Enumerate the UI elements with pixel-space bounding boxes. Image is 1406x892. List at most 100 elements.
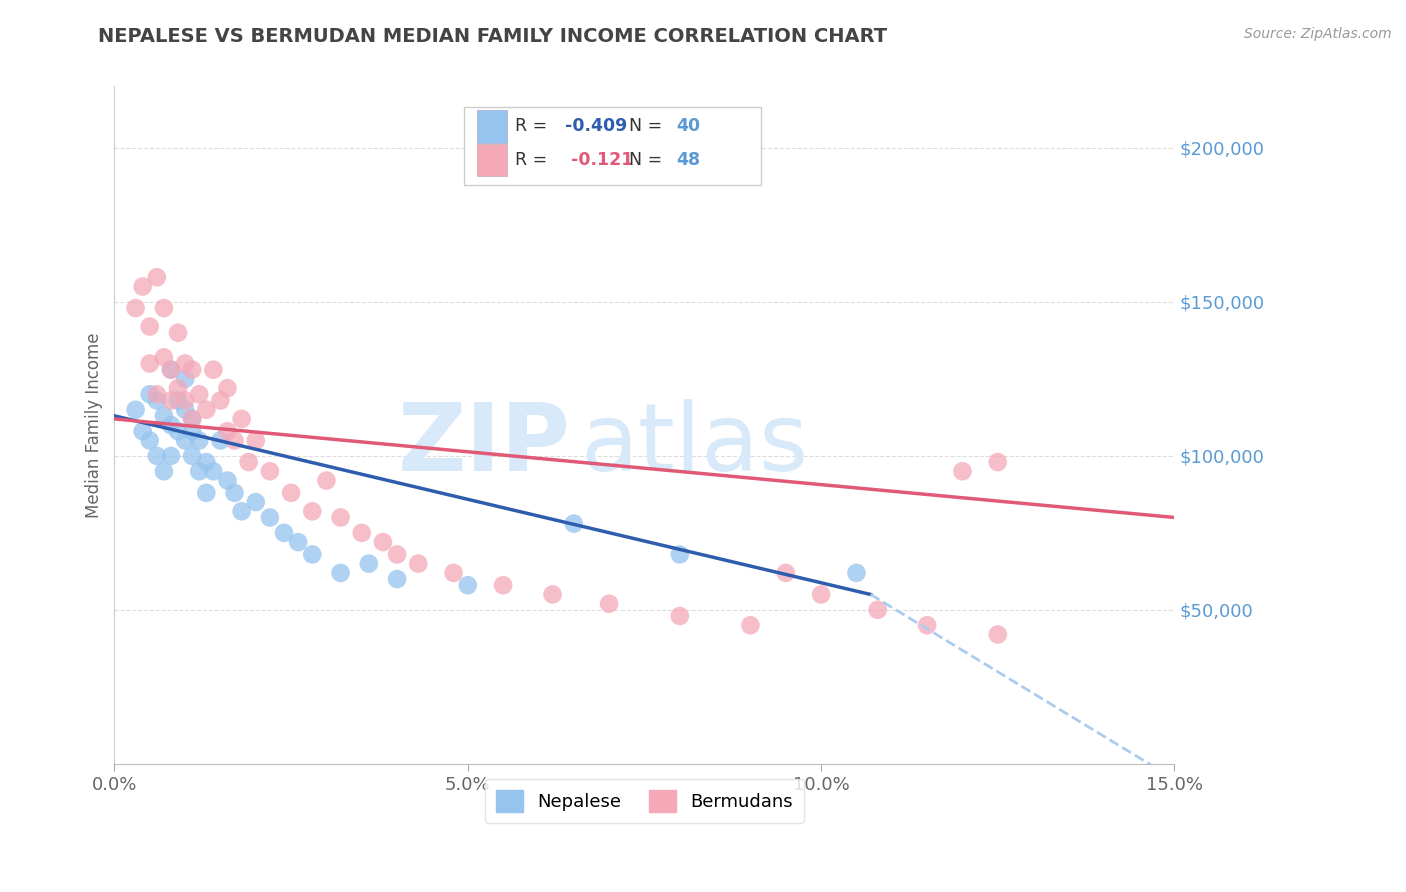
Point bbox=[188, 464, 211, 478]
Point bbox=[740, 618, 762, 632]
Point bbox=[987, 627, 1010, 641]
Point bbox=[153, 409, 176, 423]
Point bbox=[146, 393, 169, 408]
Point bbox=[224, 434, 246, 448]
Point bbox=[287, 535, 309, 549]
Point bbox=[146, 449, 169, 463]
Point bbox=[139, 357, 162, 371]
Point bbox=[668, 548, 690, 562]
Point bbox=[209, 393, 232, 408]
Point bbox=[181, 449, 204, 463]
Point bbox=[174, 434, 197, 448]
Y-axis label: Median Family Income: Median Family Income bbox=[86, 333, 103, 518]
Text: 48: 48 bbox=[676, 152, 700, 169]
Point bbox=[195, 486, 218, 500]
Point bbox=[160, 418, 183, 433]
Point bbox=[181, 412, 204, 426]
Point bbox=[160, 362, 183, 376]
Point bbox=[153, 301, 176, 315]
Text: N =: N = bbox=[628, 152, 668, 169]
Point bbox=[153, 464, 176, 478]
Point bbox=[139, 387, 162, 401]
Point bbox=[202, 362, 225, 376]
Text: N =: N = bbox=[628, 118, 668, 136]
Point bbox=[385, 548, 408, 562]
Point bbox=[209, 434, 232, 448]
Point bbox=[174, 357, 197, 371]
Point bbox=[167, 393, 190, 408]
Point bbox=[329, 510, 352, 524]
Point bbox=[174, 372, 197, 386]
Point bbox=[167, 381, 190, 395]
Text: -0.121: -0.121 bbox=[565, 152, 633, 169]
Point bbox=[195, 402, 218, 417]
Point bbox=[492, 578, 515, 592]
Point bbox=[160, 362, 183, 376]
Point bbox=[810, 587, 832, 601]
Text: -0.409: -0.409 bbox=[565, 118, 627, 136]
Point bbox=[457, 578, 479, 592]
Point bbox=[217, 381, 239, 395]
Point bbox=[131, 424, 153, 438]
Text: R =: R = bbox=[515, 152, 553, 169]
Point bbox=[259, 464, 281, 478]
Point bbox=[350, 525, 373, 540]
Point bbox=[598, 597, 620, 611]
Text: R =: R = bbox=[515, 118, 553, 136]
Point bbox=[259, 510, 281, 524]
Point bbox=[866, 603, 889, 617]
Point bbox=[167, 326, 190, 340]
Point bbox=[315, 474, 337, 488]
Point bbox=[562, 516, 585, 531]
Point bbox=[217, 424, 239, 438]
Point bbox=[329, 566, 352, 580]
Point bbox=[385, 572, 408, 586]
Text: NEPALESE VS BERMUDAN MEDIAN FAMILY INCOME CORRELATION CHART: NEPALESE VS BERMUDAN MEDIAN FAMILY INCOM… bbox=[98, 27, 887, 45]
Point bbox=[124, 301, 146, 315]
Point bbox=[987, 455, 1010, 469]
Point bbox=[845, 566, 868, 580]
Point bbox=[217, 474, 239, 488]
Point bbox=[245, 495, 267, 509]
Point bbox=[167, 424, 190, 438]
Point bbox=[202, 464, 225, 478]
FancyBboxPatch shape bbox=[464, 107, 761, 185]
Point bbox=[174, 402, 197, 417]
Legend: Nepalese, Bermudans: Nepalese, Bermudans bbox=[485, 779, 804, 822]
Point bbox=[195, 455, 218, 469]
Text: ZIP: ZIP bbox=[398, 400, 571, 491]
Point bbox=[273, 525, 295, 540]
Point bbox=[160, 449, 183, 463]
Point bbox=[188, 387, 211, 401]
Point bbox=[952, 464, 974, 478]
Point bbox=[231, 504, 253, 518]
Point bbox=[160, 393, 183, 408]
Point bbox=[174, 393, 197, 408]
Bar bbox=[477, 144, 506, 177]
Point bbox=[280, 486, 302, 500]
Point bbox=[181, 362, 204, 376]
Point bbox=[139, 434, 162, 448]
Point bbox=[301, 504, 323, 518]
Point bbox=[146, 270, 169, 285]
Text: 40: 40 bbox=[676, 118, 700, 136]
Point bbox=[245, 434, 267, 448]
Point bbox=[224, 486, 246, 500]
Point bbox=[408, 557, 430, 571]
Point bbox=[181, 424, 204, 438]
Point bbox=[357, 557, 380, 571]
Text: atlas: atlas bbox=[581, 400, 808, 491]
Point bbox=[541, 587, 564, 601]
Point bbox=[188, 434, 211, 448]
Point bbox=[131, 279, 153, 293]
Point bbox=[238, 455, 260, 469]
Point bbox=[124, 402, 146, 417]
Point bbox=[301, 548, 323, 562]
Point bbox=[153, 351, 176, 365]
Point bbox=[668, 609, 690, 624]
Point bbox=[775, 566, 797, 580]
Point bbox=[146, 387, 169, 401]
Point bbox=[139, 319, 162, 334]
Point bbox=[231, 412, 253, 426]
Point bbox=[181, 412, 204, 426]
